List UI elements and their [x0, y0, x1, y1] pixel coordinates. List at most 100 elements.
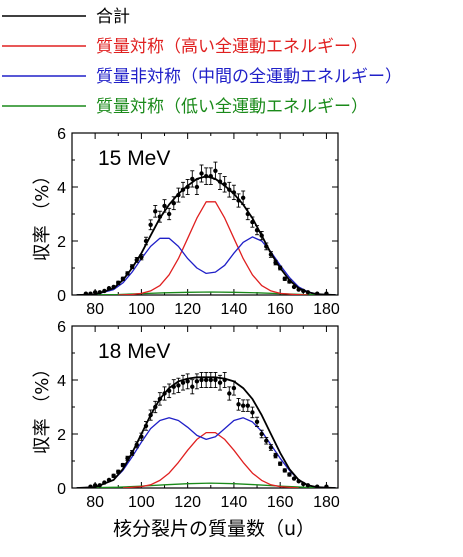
series-line-2 [76, 236, 336, 295]
data-point [148, 409, 153, 421]
data-point [153, 400, 158, 414]
data-point [157, 392, 163, 406]
data-point [166, 383, 172, 399]
data-point [203, 371, 209, 389]
data-point [277, 265, 283, 271]
data-point [301, 481, 306, 487]
data-point [324, 291, 329, 295]
panel-15mev: 80 100 120 140 160 180 0 2 4 6 収率 （%） 15 MeV [32, 126, 340, 318]
data-point [250, 406, 255, 419]
data-point [162, 199, 167, 213]
x-tick-label: 100 [128, 494, 155, 511]
data-point [92, 483, 98, 488]
data-point [222, 176, 227, 193]
data-point [213, 371, 218, 389]
data-point [203, 167, 209, 185]
data-point [208, 371, 213, 389]
data-point [176, 377, 181, 394]
data-point [194, 373, 200, 390]
data-point [231, 380, 237, 396]
data-point [291, 476, 297, 481]
data-point [106, 477, 112, 483]
data-point [268, 444, 274, 451]
data-point [129, 449, 135, 456]
data-point [134, 256, 139, 263]
data-point [125, 455, 130, 461]
data-point [222, 371, 227, 389]
data-point [314, 484, 320, 488]
x-tick-label: 140 [221, 494, 248, 511]
data-point [88, 484, 93, 488]
data-point [139, 432, 144, 441]
legend-label: 質量対称（低い全運動エネルギー） [96, 97, 368, 117]
data-point [240, 190, 246, 206]
data-point [305, 483, 311, 488]
series-line-3 [76, 482, 336, 488]
series-line-1 [118, 201, 308, 295]
data-point [287, 279, 292, 284]
data-point [296, 287, 301, 292]
data-point [148, 219, 153, 231]
data-point [185, 178, 190, 196]
data-point [180, 374, 186, 391]
legend-label: 合計 [96, 7, 130, 27]
data-point [176, 187, 181, 203]
data-point [143, 421, 149, 431]
legend-label: 質量非対称（中間の全運動エネルギー） [96, 67, 402, 87]
data-point [236, 193, 241, 208]
x-tick-label: 140 [221, 301, 248, 318]
x-tick-label: 100 [128, 301, 155, 318]
data-point [199, 371, 204, 389]
y-tick-label: 2 [57, 427, 66, 444]
x-tick-label: 180 [313, 301, 340, 318]
data-point [125, 271, 130, 276]
data-point [111, 473, 116, 479]
x-tick-label: 120 [174, 494, 201, 511]
panel-18mev: 80 100 120 140 160 180 0 2 4 6 収率 （%） 18 MeV [32, 319, 340, 511]
y-tick-label: 0 [57, 481, 66, 498]
y-tick-label: 0 [57, 288, 66, 305]
data-point [190, 379, 195, 395]
y-tick-label: 6 [57, 126, 66, 143]
data-point [254, 416, 260, 427]
data-point [291, 284, 297, 290]
data-point [139, 254, 144, 261]
data-point [245, 399, 250, 412]
data-point [97, 483, 102, 488]
data-point [102, 288, 107, 294]
data-point [171, 379, 176, 395]
data-point [245, 207, 250, 221]
data-point [217, 173, 223, 190]
x-axis-label: 核分裂片の質量数（u） [113, 518, 315, 540]
data-point [273, 452, 278, 459]
x-tick-label: 160 [267, 301, 294, 318]
data-point [97, 290, 102, 295]
data-point [268, 251, 274, 258]
y-tick-label: 6 [57, 319, 66, 336]
data-point [88, 291, 93, 295]
data-point [213, 161, 218, 180]
energy-annotation: 15 MeV [98, 147, 170, 170]
y-tick-label: 2 [57, 234, 66, 251]
energy-annotation: 18 MeV [98, 340, 170, 363]
data-point [162, 386, 167, 401]
data-point [111, 284, 116, 290]
y-axis-label: 収率 （%） [32, 167, 53, 262]
data-point [227, 181, 232, 198]
data-point [231, 184, 237, 201]
data-point [254, 225, 260, 236]
data-point [166, 207, 172, 221]
data-point [153, 204, 158, 218]
series-line-0 [76, 175, 336, 295]
data-point [120, 462, 126, 468]
y-tick-label: 4 [57, 180, 66, 197]
data-point [190, 170, 195, 188]
data-point [296, 479, 301, 484]
x-tick-label: 120 [174, 301, 201, 318]
data-point [116, 280, 121, 286]
x-tick-label: 80 [86, 494, 104, 511]
data-point [180, 181, 186, 198]
data-point [217, 374, 223, 391]
